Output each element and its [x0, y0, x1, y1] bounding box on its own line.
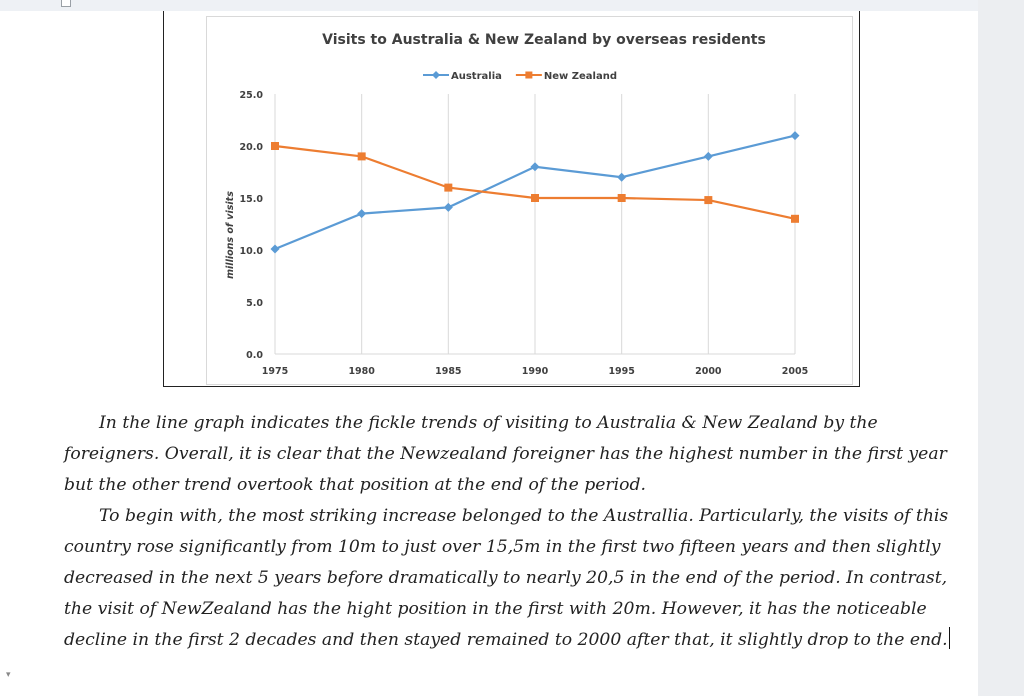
data-point — [530, 162, 540, 172]
legend-label: Australia — [451, 71, 502, 82]
chart-image-frame: Visits to Australia & New Zealand by ove… — [163, 11, 860, 387]
chart-series — [270, 131, 800, 254]
right-scroll-gutter[interactable] — [978, 0, 1024, 696]
text-cursor — [948, 627, 950, 649]
line-chart: Visits to Australia & New Zealand by ove… — [225, 32, 808, 377]
y-tick-label: 20.0 — [240, 142, 264, 153]
data-point — [270, 244, 280, 254]
x-tick-label: 2005 — [782, 366, 808, 377]
y-axis-label: millions of visits — [225, 191, 236, 279]
x-tick-label: 1990 — [522, 366, 549, 377]
data-point — [704, 196, 713, 205]
chevron-down-icon[interactable]: ▾ — [6, 670, 11, 680]
chart-title: Visits to Australia & New Zealand by ove… — [322, 32, 766, 48]
data-point — [531, 194, 539, 202]
y-tick-label: 5.0 — [246, 298, 263, 309]
x-tick-label: 1975 — [262, 366, 288, 377]
data-point — [791, 214, 799, 223]
data-point — [444, 183, 453, 192]
x-tick-label: 1995 — [608, 366, 634, 377]
y-tick-label: 0.0 — [246, 350, 263, 361]
y-axis-ticks: 0.0 5.0 10.0 15.0 20.0 25.0 — [240, 90, 264, 361]
legend-marker — [432, 71, 440, 79]
x-axis-ticks: 1975 1980 1985 1990 1995 2000 2005 — [262, 366, 808, 377]
x-tick-label: 2000 — [695, 366, 722, 377]
legend-marker — [525, 71, 533, 79]
data-point — [703, 151, 713, 161]
data-point — [271, 142, 279, 150]
data-point — [357, 152, 366, 161]
data-point — [790, 131, 800, 141]
chart-legend: Australia New Zealand — [423, 71, 617, 82]
top-toolbar-strip — [0, 0, 1024, 11]
chart-area: Visits to Australia & New Zealand by ove… — [206, 16, 853, 385]
y-tick-label: 15.0 — [240, 194, 264, 205]
x-tick-label: 1985 — [435, 366, 461, 377]
data-point — [443, 202, 453, 212]
data-point — [617, 172, 627, 182]
checkbox-icon[interactable] — [61, 0, 71, 7]
y-tick-label: 25.0 — [240, 90, 264, 101]
essay-text[interactable]: In the line graph indicates the fickle t… — [64, 408, 964, 656]
essay-paragraph-1: In the line graph indicates the fickle t… — [64, 413, 947, 495]
data-point — [617, 194, 626, 202]
essay-paragraph-2-text: To begin with, the most striking increas… — [64, 506, 949, 650]
data-point — [357, 209, 367, 219]
legend-label: New Zealand — [544, 71, 617, 82]
y-tick-label: 10.0 — [240, 246, 264, 257]
x-tick-label: 1980 — [348, 366, 375, 377]
essay-paragraph-2: To begin with, the most striking increas… — [64, 501, 964, 656]
chart-grid — [274, 94, 796, 355]
